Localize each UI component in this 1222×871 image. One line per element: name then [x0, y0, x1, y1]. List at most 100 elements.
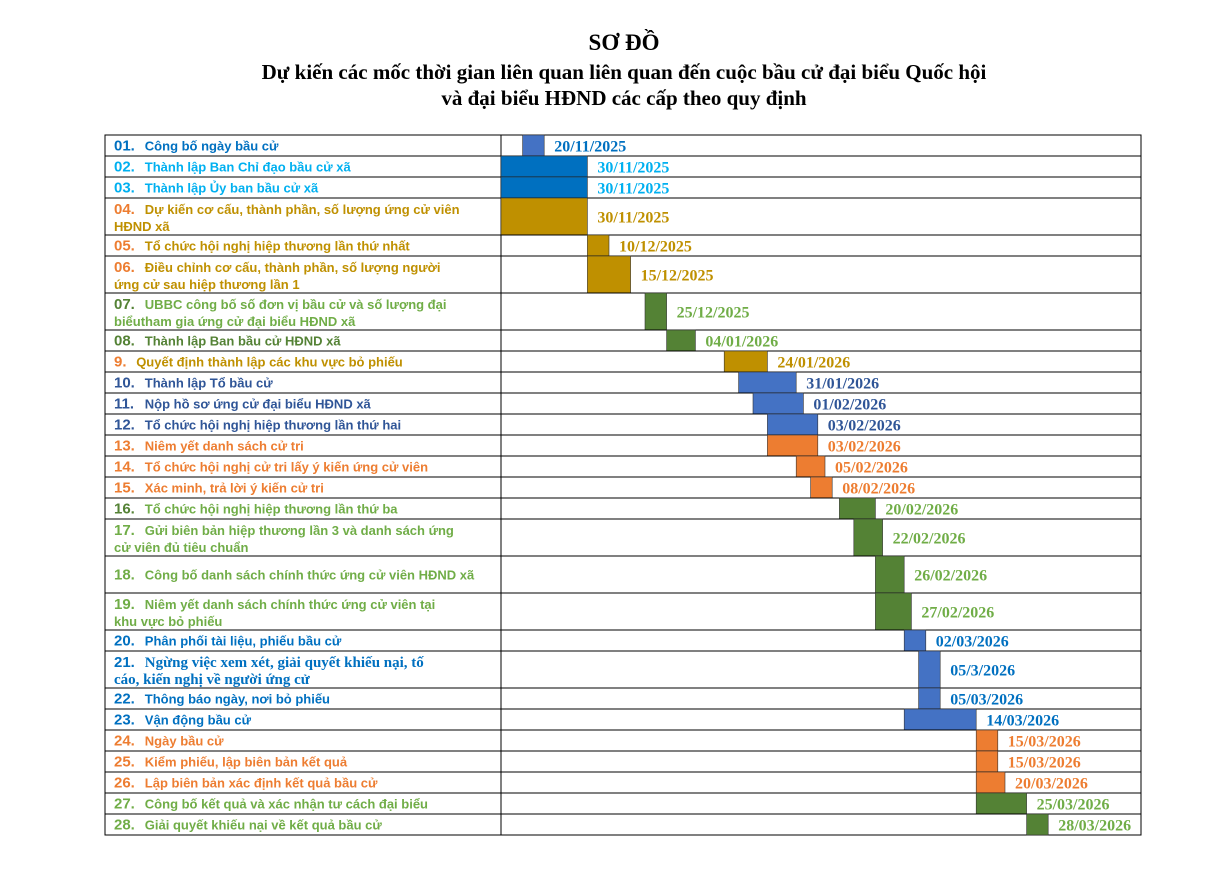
task-date: 25/12/2025 [677, 305, 750, 322]
task-number: 9. [114, 354, 127, 371]
task-label: Tổ chức hội nghị hiệp thương lần thứ ba [145, 502, 398, 517]
task-number: 05. [114, 238, 135, 255]
chart-subtitle-line-2: và đại biểu HĐND các cấp theo quy định [441, 86, 807, 110]
task-label: cử viên đủ tiêu chuẩn [114, 540, 248, 555]
gantt-bar [752, 392, 804, 415]
gantt-bar [738, 371, 797, 394]
task-date: 20/03/2026 [1015, 776, 1088, 793]
task-number: 11. [114, 396, 134, 413]
task-number: 10. [114, 375, 135, 392]
task-date: 02/03/2026 [936, 634, 1009, 651]
task-label: HĐND xã [114, 219, 170, 234]
gantt-bar [644, 292, 667, 331]
gantt-bar [522, 134, 545, 157]
task-label: Nộp hồ sơ ứng cử đại biểu HĐND xã [145, 397, 372, 412]
table-row [104, 197, 1142, 236]
task-date: 26/02/2026 [914, 568, 987, 585]
task-date: 22/02/2026 [893, 531, 966, 548]
task-label: Thành lập Ban bầu cử HĐND xã [145, 334, 342, 349]
task-label: Thông báo ngày, nơi bỏ phiếu [145, 692, 330, 707]
task-number: 21. [114, 654, 135, 671]
task-date: 20/02/2026 [885, 502, 958, 519]
task-date: 01/02/2026 [813, 397, 886, 414]
task-label: Công bố kết quả và xác nhận tư cách đại … [145, 797, 428, 812]
table-row [104, 650, 1142, 689]
task-date: 31/01/2026 [806, 376, 879, 393]
task-label: Quyết định thành lập các khu vực bỏ phiế… [136, 355, 403, 370]
gantt-bar [903, 629, 927, 652]
task-date: 30/11/2025 [597, 210, 669, 227]
task-label: Công bố danh sách chính thức ứng cử viên… [145, 568, 475, 583]
gantt-bar [975, 750, 999, 773]
task-label: Thành lập Ủy ban bầu cử xã [145, 181, 319, 196]
table-row [104, 813, 1142, 836]
task-date: 05/3/2026 [950, 663, 1015, 680]
gantt-bar [723, 350, 768, 373]
task-label: ứng cử sau hiệp thương lần 1 [114, 277, 300, 292]
task-label: Kiểm phiếu, lập biên bản kết quả [145, 755, 348, 770]
task-number: 14. [114, 459, 135, 476]
gantt-bar [975, 729, 999, 752]
task-date: 30/11/2025 [597, 181, 669, 198]
gantt-bar [875, 592, 912, 631]
task-date: 15/12/2025 [641, 268, 714, 285]
task-number: 08. [114, 333, 135, 350]
gantt-bar [767, 434, 819, 457]
task-label: Dự kiến cơ cấu, thành phần, số lượng ứng… [145, 202, 460, 217]
task-number: 28. [114, 817, 135, 834]
gantt-bar [853, 518, 883, 557]
task-number: 24. [114, 733, 135, 750]
task-label: Tổ chức hội nghị hiệp thương lần thứ nhấ… [145, 239, 411, 254]
gantt-bar [903, 708, 977, 731]
task-number: 18. [114, 567, 135, 584]
task-number: 26. [114, 775, 135, 792]
task-date: 28/03/2026 [1058, 818, 1131, 835]
task-date: 04/01/2026 [705, 334, 778, 351]
task-date: 05/02/2026 [835, 460, 908, 477]
task-label: biểutham gia ứng cử đại biểu HĐND xã [114, 314, 356, 329]
gantt-bar [975, 792, 1027, 815]
task-number: 19. [114, 596, 135, 613]
task-label: Công bố ngày bầu cử [145, 139, 279, 154]
task-date: 27/02/2026 [921, 605, 994, 622]
task-number: 07. [114, 296, 135, 313]
task-label: cáo, kiến nghị về người ứng cử [114, 672, 311, 688]
gantt-bar [767, 413, 819, 436]
task-number: 17. [114, 522, 135, 539]
task-number: 16. [114, 501, 135, 518]
task-number: 04. [114, 201, 135, 218]
task-label: UBBC công bố số đơn vị bầu cử và số lượn… [145, 297, 447, 312]
task-date: 20/11/2025 [554, 139, 626, 156]
gantt-bar [839, 497, 876, 520]
task-label: Niêm yết danh sách cử tri [145, 439, 304, 454]
task-label: khu vực bỏ phiếu [114, 614, 222, 629]
gantt-bar [918, 650, 941, 689]
task-number: 03. [114, 180, 135, 197]
task-date: 15/03/2026 [1008, 755, 1081, 772]
task-number: 15. [114, 480, 135, 497]
task-number: 01. [114, 138, 135, 155]
task-date: 03/02/2026 [828, 418, 901, 435]
gantt-bar [587, 255, 631, 294]
gantt-bar [1026, 813, 1049, 836]
task-label: Ngày bầu cử [145, 734, 224, 749]
task-label: Tổ chức hội nghị hiệp thương lần thứ hai [145, 418, 401, 433]
gantt-bar [875, 555, 905, 594]
task-label: Vận động bầu cử [145, 713, 252, 728]
gantt-bar [587, 234, 610, 257]
task-date: 15/03/2026 [1008, 734, 1081, 751]
task-number: 12. [114, 417, 135, 434]
gantt-bar [795, 455, 826, 478]
gantt-bar [918, 687, 941, 710]
gantt-bar [810, 476, 833, 499]
task-label: Xác minh, trả lời ý kiến cử tri [145, 481, 324, 496]
task-label: Thành lập Ban Chỉ đạo bầu cử xã [145, 160, 352, 175]
task-date: 03/02/2026 [828, 439, 901, 456]
chart-subtitle-line-1: Dự kiến các mốc thời gian liên quan liên… [261, 60, 987, 84]
task-label: Phân phối tài liệu, phiếu bầu cử [145, 634, 342, 649]
chart-title: SƠ ĐỒ [588, 30, 660, 55]
task-label: Điều chỉnh cơ cấu, thành phần, số lượng … [145, 260, 441, 275]
task-label: Thành lập Tổ bầu cử [145, 376, 273, 391]
task-number: 22. [114, 691, 135, 708]
